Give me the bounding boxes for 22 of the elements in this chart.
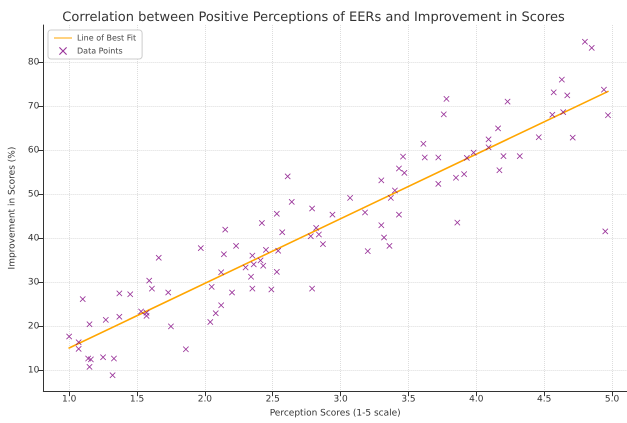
x-tick-label: 1.5 [130, 394, 144, 405]
chart-title: Correlation between Positive Perceptions of EERs and Improvement in Scores [62, 10, 565, 25]
x-tick-label: 4.0 [469, 394, 484, 405]
legend-label: Line of Best Fit [77, 34, 136, 42]
y-tick-label: 50 [28, 189, 40, 200]
x-tick-label: 1.0 [62, 394, 77, 405]
x-tick-label: 5.0 [604, 394, 620, 405]
y-tick-label: 20 [28, 321, 40, 332]
y-tick-label: 10 [28, 365, 40, 376]
y-tick-label: 40 [28, 233, 40, 244]
y-tick-label: 60 [28, 145, 40, 156]
x-tick-label: 2.0 [198, 394, 212, 405]
x-tick-label: 3.0 [333, 394, 348, 405]
legend-label: Data Points [77, 46, 123, 56]
x-tick-label: 2.5 [266, 394, 280, 405]
x-tick-label: 3.5 [401, 394, 416, 405]
x-tick-label: 4.5 [537, 394, 552, 405]
y-tick-label: 70 [28, 101, 40, 112]
y-tick-label: 80 [28, 57, 40, 68]
x-axis-title: Perception Scores (1-5 scale) [270, 408, 401, 418]
y-axis-title: Improvement in Scores (%) [8, 146, 18, 270]
y-tick-label: 30 [28, 277, 40, 288]
